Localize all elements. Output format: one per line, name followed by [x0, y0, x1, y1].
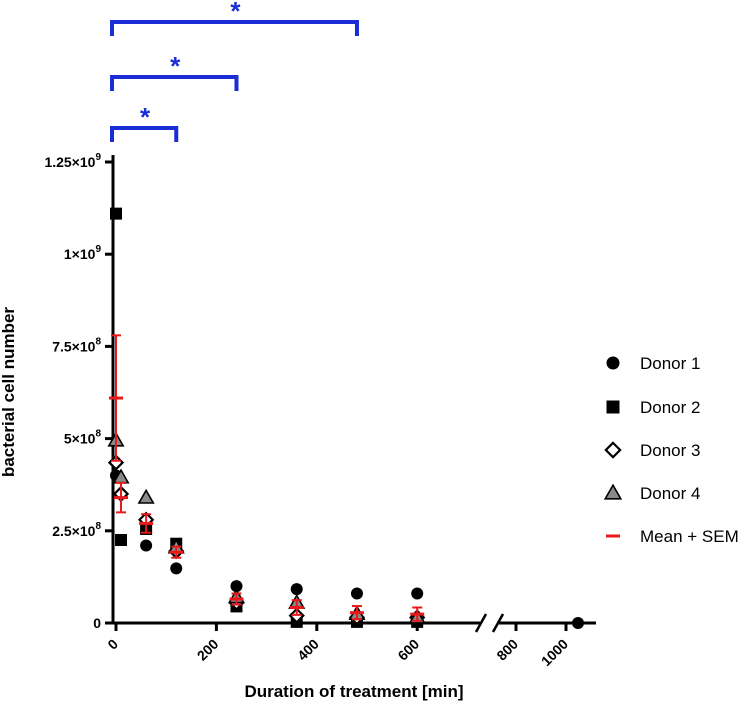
x-tick-label: 400: [294, 636, 322, 664]
legend-item-donor-2: Donor 2: [606, 398, 700, 417]
data-point: [170, 562, 183, 575]
legend-label: Donor 3: [640, 441, 700, 460]
significance-star: *: [140, 102, 151, 132]
significance-star: *: [170, 51, 181, 81]
data-point: [140, 539, 153, 552]
y-tick-label: 0: [93, 615, 101, 631]
significance-bracket-2: *: [110, 51, 239, 91]
y-ticks: 0 2.5×108 5×108 7.5×108 1×109 1.25×109: [44, 152, 113, 631]
mean-sem-point: [229, 592, 244, 606]
mean-sem-point: [289, 599, 304, 616]
mean-sem-point: [114, 481, 129, 514]
mean-sem-point: [169, 545, 184, 559]
bracket-line: [110, 126, 179, 142]
series-donor-4: [107, 431, 426, 624]
x-axis-break-mark: [474, 613, 505, 633]
legend-marker: [606, 356, 620, 370]
data-point: [290, 583, 303, 596]
mean-sem-point: [139, 513, 154, 534]
y-tick-label: 1.25×109: [44, 152, 101, 170]
x-tick-label: 600: [394, 636, 422, 664]
x-axis-title: Duration of treatment [min]: [244, 682, 463, 701]
mean-sem-point: [109, 334, 123, 462]
significance-star: *: [230, 0, 241, 26]
legend-marker: [603, 483, 623, 500]
y-tick-label: 7.5×108: [52, 336, 101, 354]
data-point: [572, 617, 584, 629]
data-point: [230, 580, 243, 593]
series-donor-3: [107, 454, 426, 626]
legend-marker: [606, 400, 620, 414]
legend-label: Mean + SEM: [640, 527, 739, 546]
legend-item-donor-1: Donor 1: [606, 354, 700, 373]
y-tick-label: 2.5×108: [52, 521, 101, 539]
axis-break-slash-left: [474, 613, 488, 633]
x-tick-label: 200: [194, 636, 222, 664]
data-point: [115, 534, 128, 547]
significance-bracket-1: *: [110, 102, 179, 142]
legend-item-donor-3: Donor 3: [604, 441, 700, 460]
series-donor-2: [110, 207, 424, 628]
bracket-line: [110, 75, 239, 91]
legend-label: Donor 4: [640, 484, 700, 503]
y-tick-label: 5×108: [64, 429, 102, 447]
x-ticks: 0 200 400 600 800 1000: [104, 623, 571, 669]
y-tick-label: 1×109: [64, 244, 102, 262]
data-point: [137, 488, 155, 504]
bracket-line: [110, 20, 359, 36]
legend-marker: [604, 441, 622, 459]
x-tick-label: 800: [493, 636, 521, 664]
data-point: [110, 207, 122, 220]
data-points: [107, 207, 584, 629]
legend-item-donor-4: Donor 4: [603, 483, 700, 503]
series-donor-1: [110, 469, 584, 629]
data-point: [411, 587, 424, 600]
legend: Donor 1 Donor 2 Donor 3 Donor 4 Mean + SEM: [603, 354, 739, 546]
y-axis-title: bacterial cell number: [0, 307, 18, 477]
legend-item-mean-sem: Mean + SEM: [606, 527, 739, 546]
legend-label: Donor 1: [640, 354, 700, 373]
significance-brackets: * * *: [110, 0, 359, 142]
x-tick-label: 1000: [538, 636, 571, 669]
mean-sem-point: [410, 606, 425, 622]
legend-label: Donor 2: [640, 398, 700, 417]
data-point: [350, 587, 363, 600]
axes: [111, 155, 596, 633]
mean-sem-markers: [109, 334, 425, 622]
mean-sem-point: [349, 605, 364, 621]
significance-bracket-3: *: [110, 0, 359, 36]
x-tick-label: 0: [104, 636, 121, 653]
axis-break-slash-right: [491, 613, 505, 633]
